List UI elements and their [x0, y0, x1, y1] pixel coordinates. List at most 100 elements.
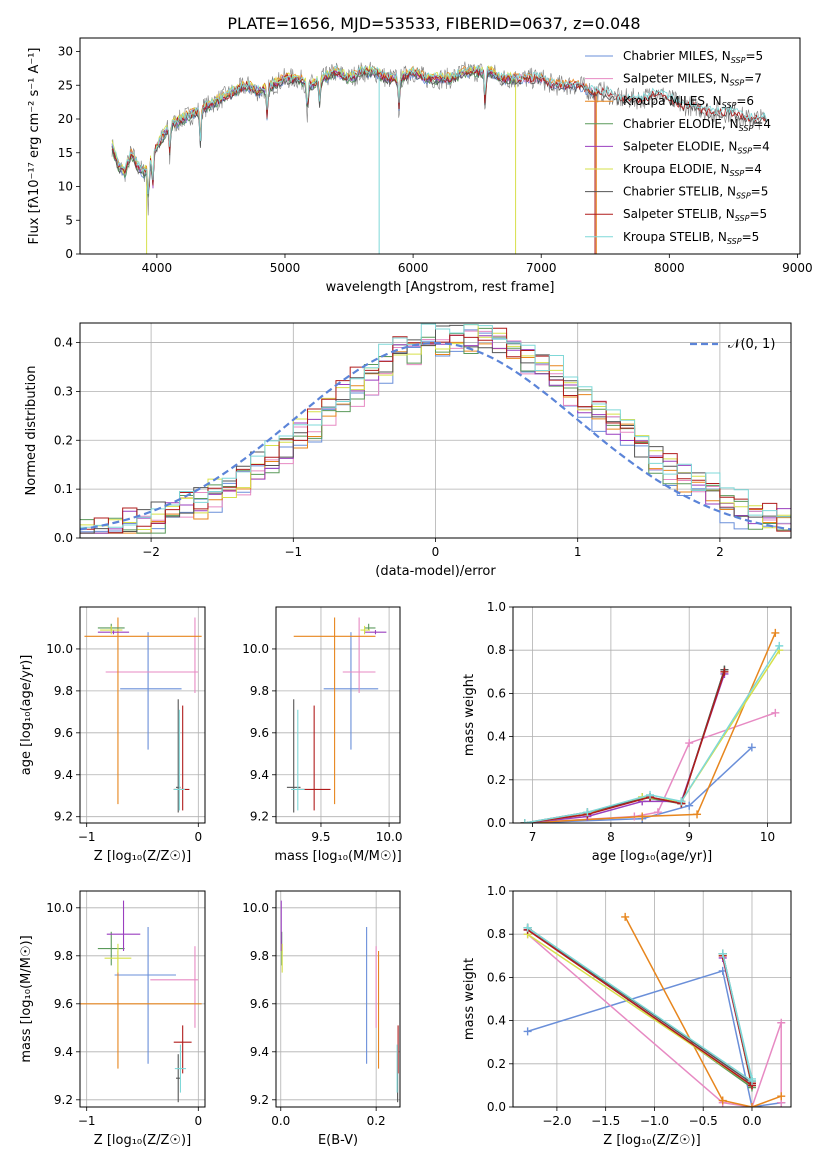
tick-label-x: 7000 [526, 261, 557, 275]
plus-marker [720, 667, 729, 676]
tick-label-y: 0.2 [487, 1057, 506, 1071]
mass-vs-Z-frame [79, 890, 206, 1108]
axes-age-vs-mass: 9.5 10.0 9.2 9.4 9.6 9.8 10.0 mass [log₁₀(M/M☉)… [242, 607, 402, 864]
mass-weight-line [527, 927, 754, 1083]
tick-label-y: 25 [58, 78, 73, 92]
tick-label-x: 9000 [782, 261, 813, 275]
mass-weight-line [624, 916, 782, 1107]
tick-label-y: 0.4 [54, 336, 73, 350]
x-axis-label: age [log₁₀(age/yr)] [592, 849, 713, 864]
axes-mw-vs-Z: −2.0 −1.5 −1.0 −0.5 0.0 0.0 0.2 0.4 0.6 0.8 1.0 Z [… [462, 884, 791, 1148]
tick-label-y: 0.6 [487, 970, 506, 984]
mass-weight-line [527, 969, 782, 1107]
x-axis-label: Z [log₁₀(Z/Z☉)] [94, 849, 191, 864]
legend-entry: Salpeter ELODIE, NSSP=4 [623, 139, 770, 155]
tick-label-x: 0 [194, 1114, 202, 1128]
mw-vs-age-frame [512, 606, 792, 824]
plus-marker [775, 641, 784, 650]
mw-vs-Z-frame [512, 890, 792, 1108]
tick-label-y: 10.0 [46, 642, 73, 656]
tick-label-y: 0.4 [487, 1014, 506, 1028]
tick-label-x: 5000 [270, 261, 301, 275]
tick-label-x: 0 [432, 545, 440, 559]
residual-histogram [80, 324, 791, 534]
tick-label-y: 0.4 [487, 730, 506, 744]
tick-label-x: 8 [607, 830, 615, 844]
plus-marker [771, 708, 780, 717]
tick-label-y: 9.8 [250, 684, 269, 698]
tick-label-x: 10.0 [376, 830, 403, 844]
legend-entry: Salpeter MILES, NSSP=7 [623, 72, 762, 88]
y-axis-label: Normed distribution [24, 366, 39, 496]
tick-label-x: 9 [685, 830, 693, 844]
tick-label-x: 4000 [142, 261, 173, 275]
model-spectrum [111, 67, 768, 192]
tick-label-y: 9.4 [250, 1045, 269, 1059]
tick-label-x: −0.5 [689, 1114, 718, 1128]
x-axis-label: (data-model)/error [375, 564, 496, 579]
tick-label-x: −1.0 [640, 1114, 669, 1128]
tick-label-y: 0.2 [487, 773, 506, 787]
plus-marker [777, 1092, 786, 1101]
y-axis-label: age [log₁₀(age/yr)] [19, 655, 34, 776]
plus-marker [677, 797, 686, 806]
mass-vs-ebv-plot [280, 900, 399, 1103]
plus-marker [685, 739, 694, 748]
spectrum-legend: Chabrier MILES, NSSP=5 Salpeter MILES, NS… [585, 49, 771, 246]
mw-vs-Z-plot [523, 912, 786, 1107]
tick-label-y: 9.2 [250, 1093, 269, 1107]
age-vs-Z-plot [84, 617, 202, 813]
legend-entry: Kroupa MILES, NSSP=6 [623, 94, 754, 110]
x-axis-label: wavelength [Angstrom, rest frame] [326, 280, 555, 295]
legend-entry: Kroupa ELODIE, NSSP=4 [623, 162, 762, 178]
tick-label-y: 10.0 [242, 642, 269, 656]
tick-label-y: 9.8 [54, 684, 73, 698]
tick-label-y: 9.6 [54, 726, 73, 740]
tick-label-x: 6000 [398, 261, 429, 275]
mass-weight-line [524, 746, 753, 823]
residual-histogram [80, 330, 791, 534]
tick-label-x: −1 [78, 1114, 96, 1128]
tick-label-y: 0.0 [487, 816, 506, 830]
tick-label-y: 9.8 [54, 949, 73, 963]
plus-marker [693, 810, 702, 819]
plus-marker [520, 819, 529, 823]
tick-label-x: −1 [284, 545, 302, 559]
residual-legend: 𝒩(0, 1) [690, 337, 775, 352]
tick-label-x: 0.0 [742, 1114, 761, 1128]
mw-vs-age-plot [520, 628, 784, 823]
tick-label-x: 1 [574, 545, 582, 559]
tick-label-x: 10 [760, 830, 775, 844]
tick-label-y: 9.6 [54, 997, 73, 1011]
legend-entry: Chabrier STELIB, NSSP=5 [623, 185, 768, 201]
mass-vs-ebv-frame [275, 890, 401, 1108]
residual-frame [79, 322, 792, 539]
plus-marker [718, 949, 727, 958]
tick-label-y: 0.1 [54, 482, 73, 496]
residual-plot [80, 323, 791, 534]
plus-marker [685, 801, 694, 810]
mass-weight-line [527, 929, 754, 1088]
model-spectrum [111, 67, 593, 192]
axes-spectrum: 4000 5000 6000 7000 8000 9000 0 5 10 15 20 25 30 wave… [27, 45, 813, 296]
tick-label-y: 0.8 [487, 927, 506, 941]
plus-marker [523, 923, 532, 932]
tick-label-y: 0.0 [54, 531, 73, 545]
spectrum-frame [79, 37, 801, 255]
tick-label-y: 0 [65, 247, 73, 261]
tick-label-y: 1.0 [487, 884, 506, 898]
tick-label-y: 10.0 [46, 901, 73, 915]
x-axis-label: mass [log₁₀(M/M☉)] [274, 849, 401, 864]
mass-weight-line [524, 712, 776, 823]
residual-histogram [80, 323, 791, 528]
tick-label-y: 9.4 [54, 768, 73, 782]
tick-label-x: 7 [529, 830, 537, 844]
model-spectrum [111, 69, 593, 195]
tick-label-y: 9.2 [250, 810, 269, 824]
age-vs-mass-frame [275, 606, 401, 824]
axes-residuals: −2 −1 0 1 2 0.0 0.1 0.2 0.3 0.4 (data-model)/error… [24, 323, 791, 579]
axes-age-vs-Z: −1 0 9.2 9.4 9.6 9.8 10.0 Z [log₁₀(Z/Z☉)] age [l… [19, 607, 205, 864]
tick-label-y: 1.0 [487, 600, 506, 614]
y-axis-label: mass [log₁₀(M/M☉)] [19, 935, 34, 1062]
tick-label-y: 5 [65, 213, 73, 227]
